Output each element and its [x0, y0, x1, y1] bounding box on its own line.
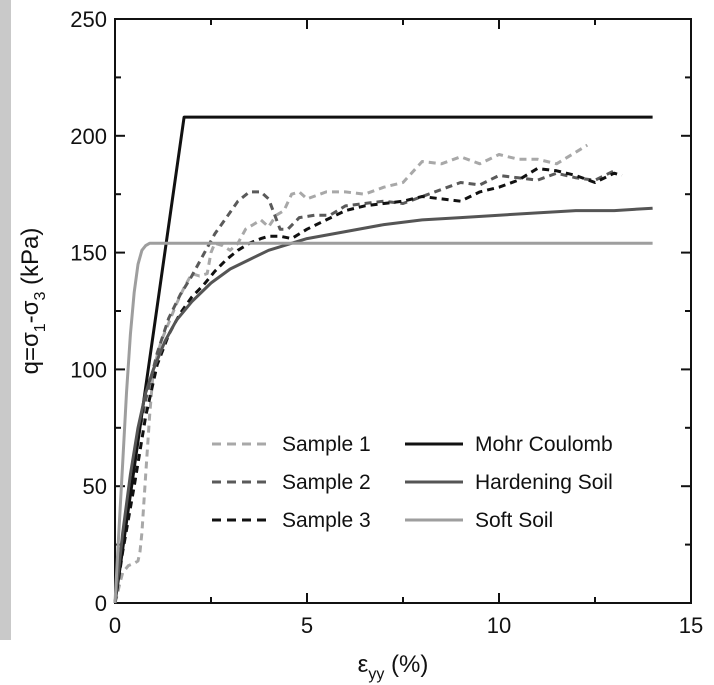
- y-tick-label: 250: [70, 7, 107, 32]
- legend-label: Mohr Coulomb: [475, 433, 613, 456]
- series-line-hardening-soil: [113, 206, 653, 604]
- x-axis-title: εyy (%): [358, 651, 429, 683]
- series-line-soft-soil: [113, 241, 653, 604]
- legend-label: Soft Soil: [475, 509, 553, 532]
- legend-label: Hardening Soil: [475, 471, 613, 494]
- y-tick-label: 50: [83, 474, 107, 499]
- series-line-mohr-coulomb: [113, 115, 653, 604]
- y-tick-label: 150: [70, 241, 107, 266]
- x-tick-label: 0: [109, 613, 121, 638]
- legend-label: Sample 3: [282, 509, 371, 532]
- series-line-sample-2: [113, 169, 615, 604]
- x-tick-label: 15: [679, 613, 703, 638]
- legend-label: Sample 2: [282, 471, 371, 494]
- y-axis-title: q=σ1-σ3 (kPa): [17, 228, 49, 375]
- plot-frame: [114, 18, 692, 604]
- y-tick-label: 100: [70, 357, 107, 382]
- y-tick-label: 0: [95, 591, 107, 616]
- series-line-sample-3: [113, 167, 623, 604]
- x-tick-label: 5: [301, 613, 313, 638]
- y-tick-label: 200: [70, 124, 107, 149]
- series-line-sample-1: [113, 143, 589, 604]
- left-margin-strip: [0, 0, 11, 640]
- x-tick-label: 10: [487, 613, 511, 638]
- legend-label: Sample 1: [282, 433, 371, 456]
